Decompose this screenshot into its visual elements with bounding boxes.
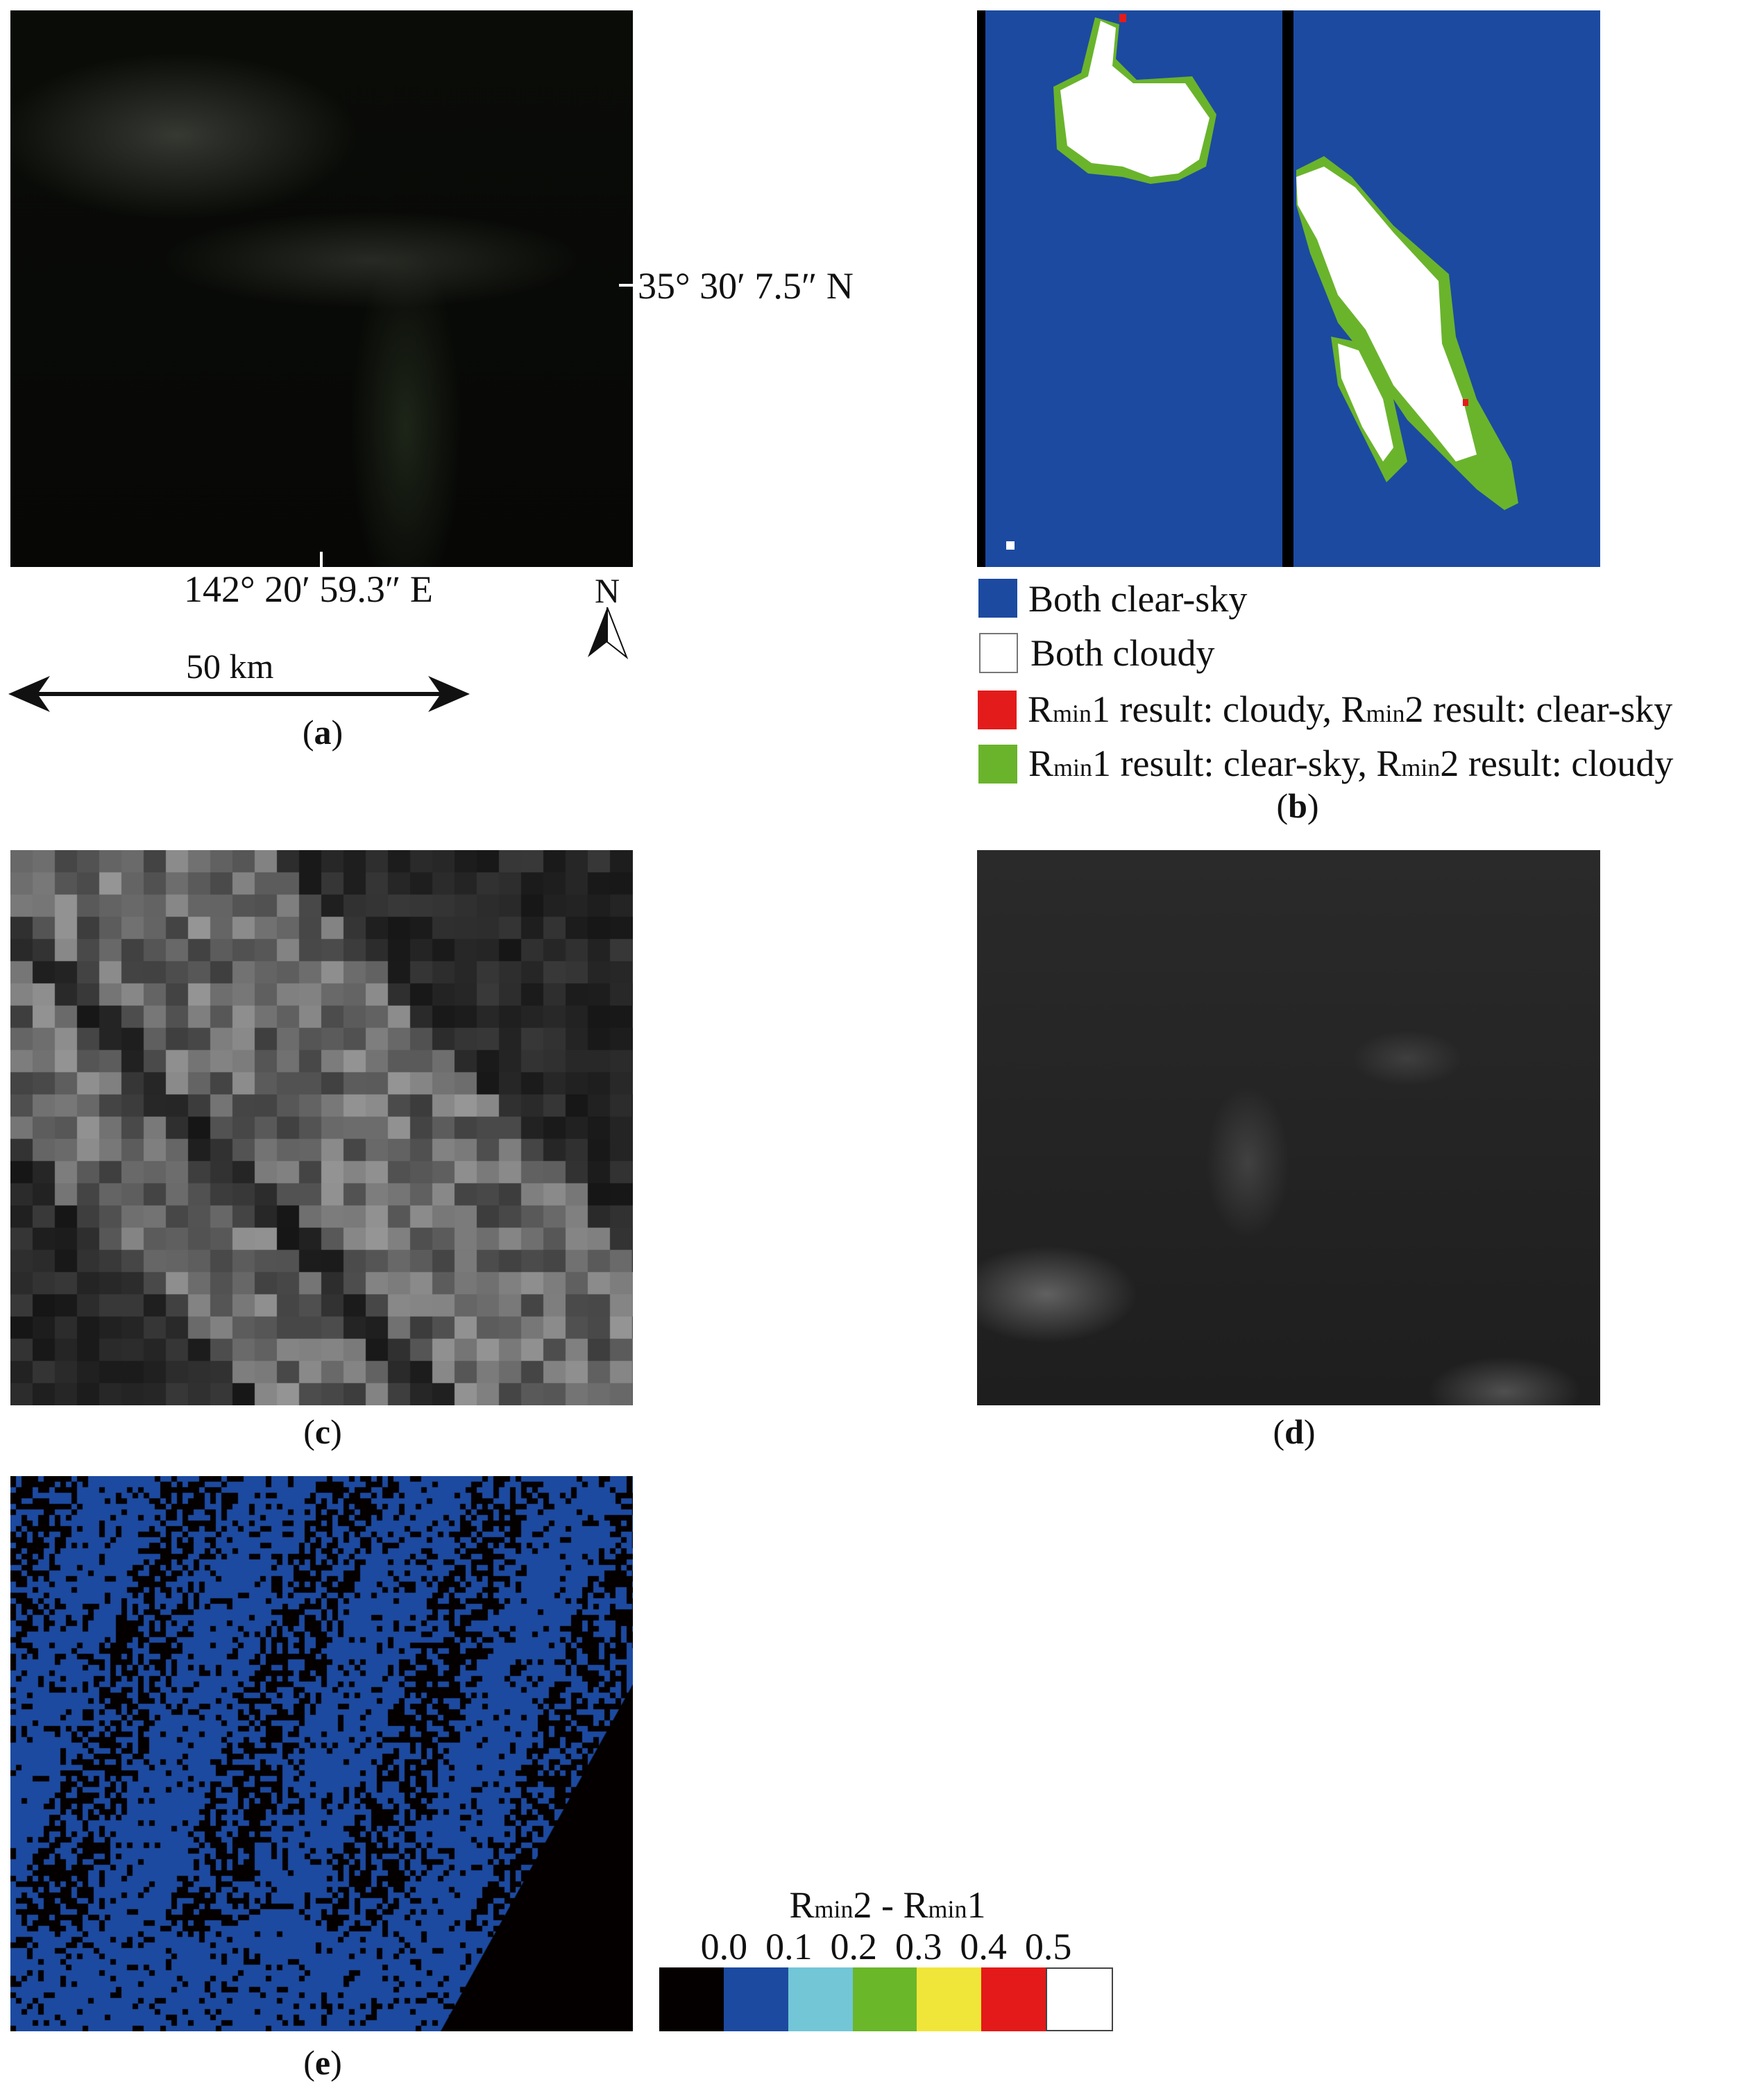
scale-bar-arrow <box>8 676 470 712</box>
white-region-2 <box>1296 167 1477 462</box>
colorbar-tick-label: 0.0 <box>700 1926 748 1967</box>
white-region <box>1060 21 1210 177</box>
panel-c-caption: (c) <box>303 1412 342 1451</box>
colorbar-segment <box>917 1967 982 2031</box>
legend-text-rmin1-clear: Rmin1 result: clear-sky, Rmin2 result: c… <box>1028 743 1674 784</box>
panel-e-difference-map <box>10 1476 633 2031</box>
legend-text-both-cloudy: Both cloudy <box>1030 632 1215 674</box>
legend-swatch-rmin1-cloudy <box>978 691 1017 729</box>
panel-a-image <box>10 10 633 567</box>
colorbar-segment <box>723 1967 788 2031</box>
panel-b-caption: (b) <box>1276 786 1319 825</box>
panel-d-caption: (d) <box>1273 1412 1316 1451</box>
legend-text-both-clear: Both clear-sky <box>1028 578 1248 620</box>
legend-swatch-both-cloudy <box>979 633 1018 673</box>
legend-text-rmin1-cloudy: Rmin1 result: cloudy, Rmin2 result: clea… <box>1028 688 1673 730</box>
colorbar-segment <box>788 1967 853 2031</box>
white-region-3 <box>1338 344 1393 462</box>
longitude-tick <box>320 552 323 567</box>
north-arrow-icon <box>588 607 628 659</box>
panel-b-cloud-map <box>977 10 1600 567</box>
north-label: N <box>595 571 620 610</box>
scale-label: 50 km <box>186 647 274 686</box>
colorbar-tick-label: 0.4 <box>960 1926 1007 1967</box>
colorbar-segment <box>981 1967 1046 2031</box>
panel-e-caption: (e) <box>303 2043 342 2082</box>
panel-d-image <box>977 850 1600 1405</box>
colorbar-tick-label: 0.3 <box>894 1926 942 1967</box>
legend-swatch-rmin1-clear <box>978 745 1017 784</box>
latitude-label: 35° 30′ 7.5″ N <box>638 265 854 307</box>
legend-swatch-both-clear <box>978 579 1017 618</box>
colorbar-segment <box>1046 1967 1114 2031</box>
panel-c-image <box>10 850 633 1405</box>
colorbar-segment <box>659 1967 724 2031</box>
colorbar-segment <box>852 1967 917 2031</box>
colorbar-tick-label: 0.2 <box>830 1926 878 1967</box>
colorbar-tick-label: 0.5 <box>1024 1926 1072 1967</box>
latitude-tick <box>619 284 634 287</box>
colorbar <box>659 1967 1114 2031</box>
longitude-label: 142° 20′ 59.3″ E <box>184 568 433 610</box>
panel-a-caption: (a) <box>302 713 343 752</box>
colorbar-tick-label: 0.1 <box>765 1926 813 1967</box>
colorbar-title: Rmin2 - Rmin1 <box>789 1884 986 1926</box>
